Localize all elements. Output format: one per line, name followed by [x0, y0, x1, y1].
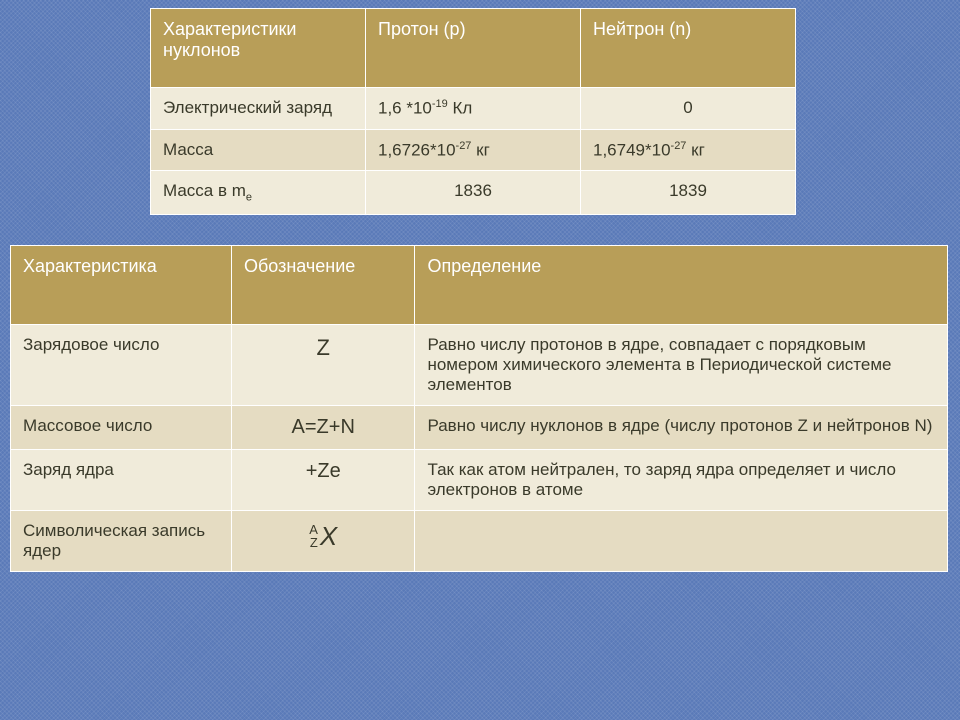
- row-charge-number: Зарядовое число Z Равно числу протонов в…: [11, 324, 948, 405]
- proton-charge: 1,6 *10-19 Кл: [366, 88, 581, 130]
- col-header-definition: Определение: [415, 245, 948, 324]
- row-mass-me: Масса в me 1836 1839: [151, 171, 796, 214]
- col-header-property: Характеристики нуклонов: [151, 9, 366, 88]
- proton-mass: 1,6726*10-27 кг: [366, 129, 581, 171]
- label-mass-me: Масса в me: [151, 171, 366, 214]
- label-mass-number: Массовое число: [11, 405, 232, 449]
- header-row: Характеристика Обозначение Определение: [11, 245, 948, 324]
- col-header-notation: Обозначение: [231, 245, 414, 324]
- notation-azx: AZX: [231, 510, 414, 571]
- label-symbolic: Символическая запись ядер: [11, 510, 232, 571]
- row-mass: Масса 1,6726*10-27 кг 1,6749*10-27 кг: [151, 129, 796, 171]
- label-charge-number: Зарядовое число: [11, 324, 232, 405]
- def-nuclear-charge: Так как атом нейтрален, то заряд ядра оп…: [415, 449, 948, 510]
- label-mass: Масса: [151, 129, 366, 171]
- neutron-mass-me: 1839: [581, 171, 796, 214]
- notation-azn: A=Z+N: [231, 405, 414, 449]
- neutron-charge: 0: [581, 88, 796, 130]
- notation-z: Z: [231, 324, 414, 405]
- row-charge: Электрический заряд 1,6 *10-19 Кл 0: [151, 88, 796, 130]
- row-mass-number: Массовое число A=Z+N Равно числу нуклоно…: [11, 405, 948, 449]
- row-nuclear-charge: Заряд ядра +Ze Так как атом нейтрален, т…: [11, 449, 948, 510]
- col-header-proton: Протон (p): [366, 9, 581, 88]
- col-header-neutron: Нейтрон (n): [581, 9, 796, 88]
- def-symbolic: [415, 510, 948, 571]
- definitions-table: Характеристика Обозначение Определение З…: [10, 245, 948, 572]
- col-header-characteristic: Характеристика: [11, 245, 232, 324]
- row-symbolic-notation: Символическая запись ядер AZX: [11, 510, 948, 571]
- def-charge-number: Равно числу протонов в ядре, совпадает с…: [415, 324, 948, 405]
- def-mass-number: Равно числу нуклонов в ядре (числу прото…: [415, 405, 948, 449]
- header-row: Характеристики нуклонов Протон (p) Нейтр…: [151, 9, 796, 88]
- notation-ze: +Ze: [231, 449, 414, 510]
- proton-mass-me: 1836: [366, 171, 581, 214]
- label-charge: Электрический заряд: [151, 88, 366, 130]
- label-nuclear-charge: Заряд ядра: [11, 449, 232, 510]
- nucleon-properties-table: Характеристики нуклонов Протон (p) Нейтр…: [150, 8, 796, 215]
- neutron-mass: 1,6749*10-27 кг: [581, 129, 796, 171]
